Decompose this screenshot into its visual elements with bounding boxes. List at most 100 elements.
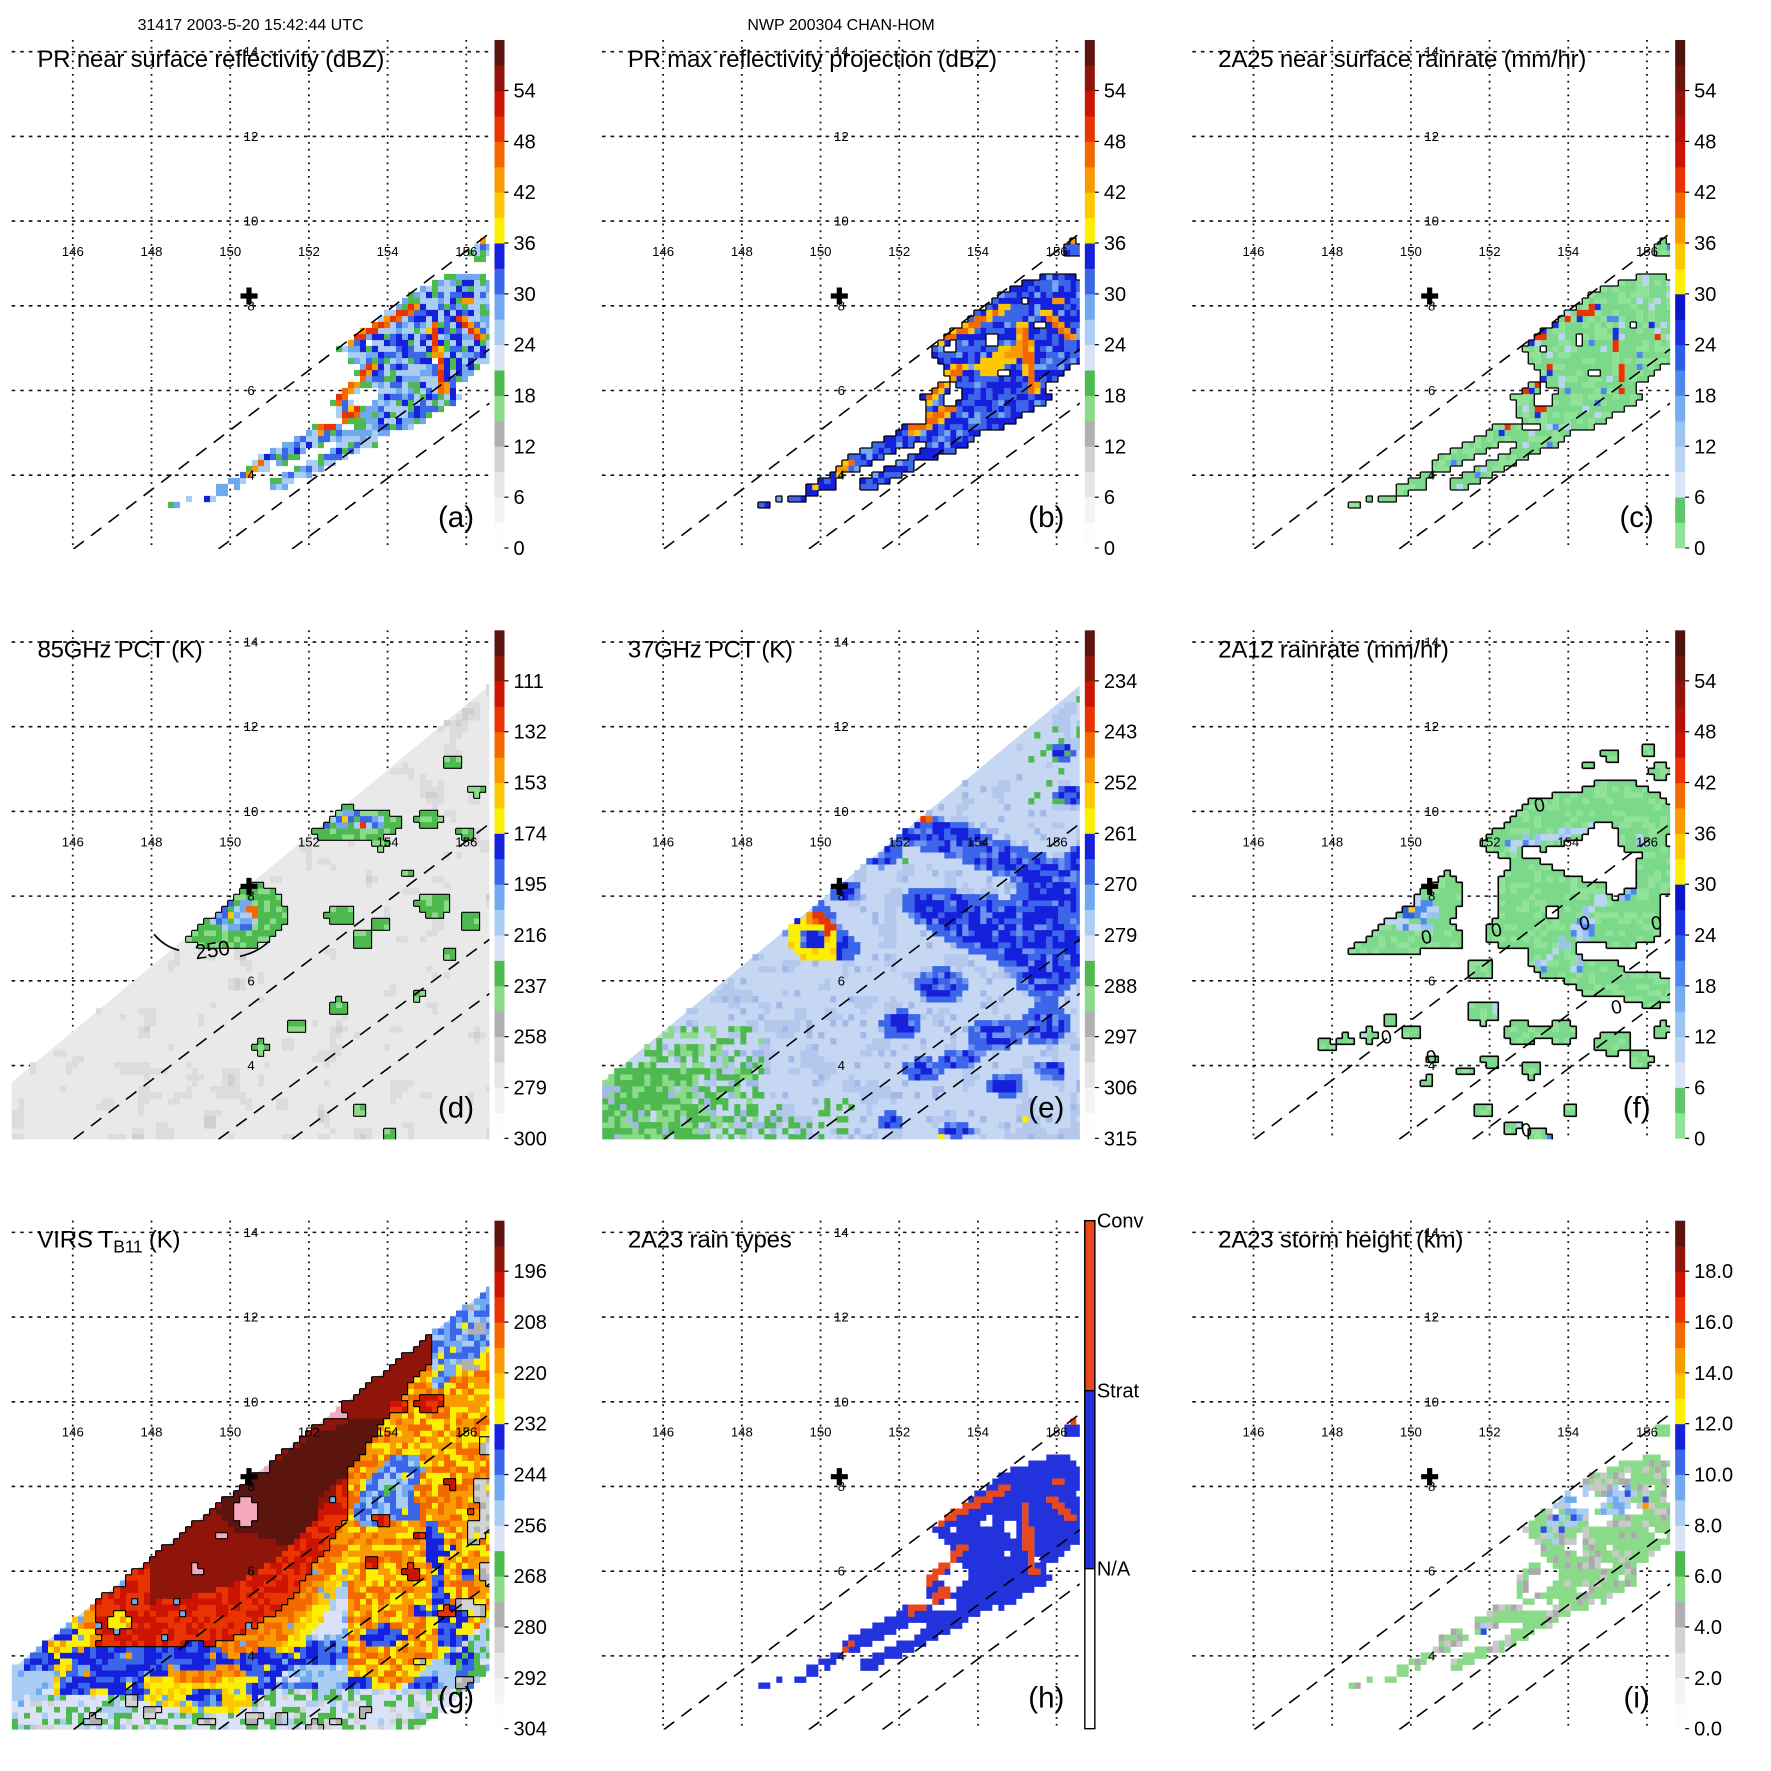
svg-text:279: 279 <box>514 1078 547 1100</box>
svg-text:48: 48 <box>514 131 536 153</box>
svg-text:12.0: 12.0 <box>1694 1414 1733 1436</box>
svg-text:Conv: Conv <box>1097 1211 1144 1233</box>
svg-text:6: 6 <box>1104 487 1115 509</box>
svg-text:0: 0 <box>514 538 525 560</box>
svg-text:36: 36 <box>1104 233 1126 255</box>
svg-text:(d): (d) <box>438 1091 474 1124</box>
svg-text:250: 250 <box>193 937 231 965</box>
svg-text:0: 0 <box>1649 912 1664 935</box>
svg-text:292: 292 <box>514 1668 547 1690</box>
svg-text:0: 0 <box>1519 1119 1534 1142</box>
svg-text:N/A: N/A <box>1097 1559 1131 1581</box>
svg-text:0.0: 0.0 <box>1694 1719 1722 1741</box>
svg-text:(e): (e) <box>1028 1091 1064 1124</box>
svg-text:54: 54 <box>1694 81 1716 103</box>
svg-text:0: 0 <box>1609 996 1624 1019</box>
svg-text:153: 153 <box>514 773 547 795</box>
svg-text:(a): (a) <box>438 501 474 534</box>
svg-text:10.0: 10.0 <box>1694 1465 1733 1487</box>
svg-text:18: 18 <box>514 386 536 408</box>
svg-text:24: 24 <box>1694 335 1716 357</box>
svg-text:48: 48 <box>1694 722 1716 744</box>
svg-text:VIRS TB11 (K): VIRS TB11 (K) <box>38 1227 181 1257</box>
svg-text:48: 48 <box>1694 131 1716 153</box>
svg-text:258: 258 <box>514 1027 547 1049</box>
svg-text:2A23 storm height (km): 2A23 storm height (km) <box>1218 1227 1463 1254</box>
svg-text:268: 268 <box>514 1566 547 1588</box>
svg-text:(g): (g) <box>438 1682 474 1715</box>
svg-text:Strat: Strat <box>1097 1381 1140 1403</box>
svg-text:16.0: 16.0 <box>1694 1312 1733 1334</box>
svg-text:2.0: 2.0 <box>1694 1668 1722 1690</box>
svg-text:(c): (c) <box>1619 501 1653 534</box>
svg-text:6: 6 <box>1694 487 1705 509</box>
svg-text:288: 288 <box>1104 976 1137 998</box>
svg-text:24: 24 <box>514 335 536 357</box>
svg-text:42: 42 <box>1104 182 1126 204</box>
svg-text:315: 315 <box>1104 1128 1137 1150</box>
svg-text:PR near surface reflectivity (: PR near surface reflectivity (dBZ) <box>38 46 385 73</box>
svg-text:6.0: 6.0 <box>1694 1566 1722 1588</box>
svg-text:306: 306 <box>1104 1078 1137 1100</box>
svg-text:14.0: 14.0 <box>1694 1363 1733 1385</box>
svg-text:36: 36 <box>514 233 536 255</box>
svg-text:174: 174 <box>514 823 547 845</box>
svg-text:6: 6 <box>514 487 525 509</box>
svg-text:0: 0 <box>1419 926 1434 949</box>
svg-text:261: 261 <box>1104 823 1137 845</box>
svg-text:12: 12 <box>1694 436 1716 458</box>
svg-text:256: 256 <box>514 1515 547 1537</box>
svg-text:12: 12 <box>1104 436 1126 458</box>
svg-text:(f): (f) <box>1623 1091 1651 1124</box>
svg-text:(b): (b) <box>1028 501 1064 534</box>
svg-text:132: 132 <box>514 722 547 744</box>
svg-text:37GHz PCT (K): 37GHz PCT (K) <box>628 636 793 663</box>
svg-text:252: 252 <box>1104 773 1137 795</box>
svg-text:42: 42 <box>1694 182 1716 204</box>
svg-text:234: 234 <box>1104 671 1137 693</box>
svg-text:54: 54 <box>514 81 536 103</box>
svg-text:2A23 rain types: 2A23 rain types <box>628 1227 792 1254</box>
svg-text:4.0: 4.0 <box>1694 1617 1722 1639</box>
svg-text:85GHz PCT (K): 85GHz PCT (K) <box>38 636 203 663</box>
svg-text:18: 18 <box>1694 386 1716 408</box>
svg-text:196: 196 <box>514 1261 547 1283</box>
svg-text:297: 297 <box>1104 1027 1137 1049</box>
svg-text:NWP 200304 CHAN-HOM: NWP 200304 CHAN-HOM <box>747 17 934 34</box>
svg-text:12: 12 <box>514 436 536 458</box>
svg-text:42: 42 <box>1694 773 1716 795</box>
svg-text:237: 237 <box>514 976 547 998</box>
svg-text:31417 2003-5-20 15:42:44 UTC: 31417 2003-5-20 15:42:44 UTC <box>138 17 364 34</box>
svg-text:232: 232 <box>514 1414 547 1436</box>
svg-text:280: 280 <box>514 1617 547 1639</box>
svg-text:(i): (i) <box>1624 1682 1650 1715</box>
svg-text:PR max reflectivity projection: PR max reflectivity projection (dBZ) <box>628 46 997 73</box>
svg-text:48: 48 <box>1104 131 1126 153</box>
svg-text:18.0: 18.0 <box>1694 1261 1733 1283</box>
svg-text:0: 0 <box>1532 794 1547 817</box>
svg-text:2A12 rainrate (mm/hr): 2A12 rainrate (mm/hr) <box>1218 636 1449 663</box>
svg-text:54: 54 <box>1104 81 1126 103</box>
svg-text:0: 0 <box>1104 538 1115 560</box>
svg-text:0: 0 <box>1577 912 1592 935</box>
svg-text:42: 42 <box>514 182 536 204</box>
svg-text:54: 54 <box>1694 671 1716 693</box>
svg-text:300: 300 <box>514 1128 547 1150</box>
svg-text:(h): (h) <box>1028 1682 1064 1715</box>
svg-text:2A25 near surface rainrate (mm: 2A25 near surface rainrate (mm/hr) <box>1218 46 1586 73</box>
svg-text:30: 30 <box>1694 874 1716 896</box>
svg-text:30: 30 <box>1694 284 1716 306</box>
svg-text:220: 220 <box>514 1363 547 1385</box>
svg-text:12: 12 <box>1694 1027 1716 1049</box>
svg-text:24: 24 <box>1104 335 1126 357</box>
svg-text:36: 36 <box>1694 233 1716 255</box>
svg-text:8.0: 8.0 <box>1694 1515 1722 1537</box>
svg-text:208: 208 <box>514 1312 547 1334</box>
svg-text:304: 304 <box>514 1719 547 1741</box>
svg-text:244: 244 <box>514 1465 547 1487</box>
svg-text:18: 18 <box>1104 386 1126 408</box>
svg-text:270: 270 <box>1104 874 1137 896</box>
svg-text:0: 0 <box>1694 1128 1705 1150</box>
svg-text:30: 30 <box>1104 284 1126 306</box>
svg-text:111: 111 <box>514 671 544 693</box>
